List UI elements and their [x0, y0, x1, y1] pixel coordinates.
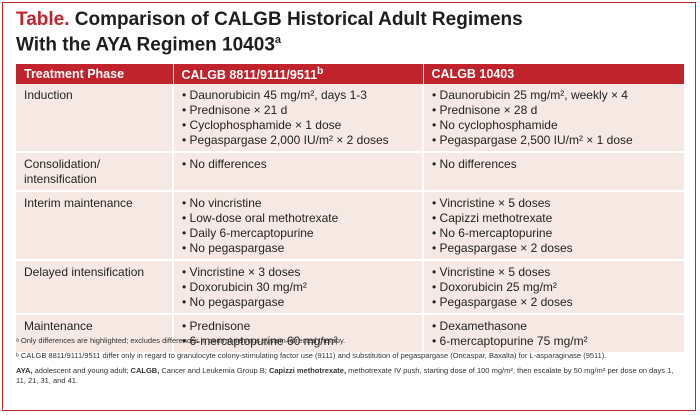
header-calgb-historical-text: CALGB 8811/9111/9511 [181, 68, 318, 83]
bullet-item: Doxorubicin 30 mg/m² [182, 280, 414, 295]
header-row: Treatment Phase CALGB 8811/9111/9511b CA… [16, 64, 684, 84]
abbrev-aya-term: AYA, [16, 366, 33, 375]
bullet-item: No differences [182, 157, 414, 172]
table-body: InductionDaunorubicin 45 mg/m², days 1-3… [16, 84, 684, 354]
bullet-item: Daunorubicin 25 mg/m², weekly × 4 [432, 88, 676, 103]
header-calgb-historical: CALGB 8811/9111/9511b [173, 64, 424, 84]
abbreviations: AYA, adolescent and young adult; CALGB, … [16, 366, 684, 386]
title-text-1: Comparison of CALGB Historical Adult Reg… [74, 9, 523, 30]
bullet-item: 6-mercaptopurine 60 mg/m² [182, 334, 414, 349]
header-superscript: b [317, 65, 324, 77]
bullet-item: No differences [432, 157, 676, 172]
treatment-phase-cell: Interim maintenance [16, 191, 174, 261]
table-row: Delayed intensificationVincristine × 3 d… [16, 260, 684, 315]
bullet-item: Pegaspargase 2,000 IU/m² × 2 doses [182, 133, 414, 148]
bullet-item: Vincristine × 5 doses [432, 265, 676, 280]
bullet-item: No vincristine [182, 196, 414, 211]
bullet-list: No differences [432, 157, 676, 172]
abbrev-calgb-def: Cancer and Leukemia Group B; [159, 366, 269, 375]
calgb-10403-cell: Dexamethasone6-mercaptopurine 75 mg/m² [423, 314, 684, 354]
calgb-historical-cell: Vincristine × 3 dosesDoxorubicin 30 mg/m… [173, 260, 424, 315]
abbrev-capizzi-term: Capizzi methotrexate, [268, 366, 347, 375]
bullet-item: No pegaspargase [182, 295, 414, 310]
bullet-item: Cyclophosphamide × 1 dose [182, 118, 414, 133]
title-line-2: With the AYA Regimen 10403a [16, 30, 523, 55]
bullet-item: Daily 6-mercaptopurine [182, 226, 414, 241]
bullet-list: No vincristineLow-dose oral methotrexate… [182, 196, 414, 256]
treatment-phase-cell: Induction [16, 84, 174, 153]
calgb-10403-cell: Daunorubicin 25 mg/m², weekly × 4Prednis… [423, 84, 684, 153]
bullet-item: 6-mercaptopurine 75 mg/m² [432, 334, 676, 349]
bullet-list: Vincristine × 3 dosesDoxorubicin 30 mg/m… [182, 265, 414, 310]
table-title: Table. Comparison of CALGB Historical Ad… [16, 10, 523, 55]
bullet-item: Prednisone × 21 d [182, 103, 414, 118]
title-superscript: a [274, 34, 282, 46]
bullet-list: Vincristine × 5 dosesCapizzi methotrexat… [432, 196, 676, 256]
bullet-list: Dexamethasone6-mercaptopurine 75 mg/m² [432, 319, 676, 349]
treatment-phase-cell: Delayed intensification [16, 260, 174, 315]
abbrev-aya-def: adolescent and young adult; [32, 366, 131, 375]
bullet-item: Pegaspargase × 2 doses [432, 295, 676, 310]
bullet-list: Vincristine × 5 dosesDoxorubicin 25 mg/m… [432, 265, 676, 310]
bullet-item: No 6-mercaptopurine [432, 226, 676, 241]
title-label: Table. [16, 9, 70, 30]
bullet-item: Capizzi methotrexate [432, 211, 676, 226]
bullet-item: Doxorubicin 25 mg/m² [432, 280, 676, 295]
table-row: Interim maintenanceNo vincristineLow-dos… [16, 191, 684, 261]
calgb-historical-cell: No vincristineLow-dose oral methotrexate… [173, 191, 424, 261]
footnote-b: ᵇ CALGB 8811/9111/9511 differ only in re… [16, 351, 607, 360]
footnote-a: ᵃ Only differences are highlighted; excl… [16, 336, 346, 345]
bullet-item: Pegaspargase × 2 doses [432, 241, 676, 256]
bullet-list: Daunorubicin 45 mg/m², days 1-3Prednison… [182, 88, 414, 148]
bullet-item: Pegaspargase 2,500 IU/m² × 1 dose [432, 133, 676, 148]
calgb-historical-cell: Prednisone6-mercaptopurine 60 mg/m² [173, 314, 424, 354]
calgb-historical-cell: No differences [173, 152, 424, 192]
calgb-historical-cell: Daunorubicin 45 mg/m², days 1-3Prednison… [173, 84, 424, 153]
header-calgb-10403: CALGB 10403 [423, 64, 684, 84]
bullet-item: No pegaspargase [182, 241, 414, 256]
table-row: Maintenance Prednisone6-mercaptopurine 60… [16, 314, 684, 354]
bullet-item: Prednisone [182, 319, 414, 334]
calgb-10403-cell: Vincristine × 5 dosesDoxorubicin 25 mg/m… [423, 260, 684, 315]
treatment-phase-cell: Consolidation/ intensification [16, 152, 174, 192]
table-header: Treatment Phase CALGB 8811/9111/9511b CA… [16, 64, 684, 84]
bullet-item: Prednisone × 28 d [432, 103, 676, 118]
bullet-list: Daunorubicin 25 mg/m², weekly × 4Prednis… [432, 88, 676, 148]
bullet-list: Prednisone6-mercaptopurine 60 mg/m² [182, 319, 414, 349]
title-line-1: Table. Comparison of CALGB Historical Ad… [16, 10, 523, 30]
header-treatment-phase: Treatment Phase [16, 64, 174, 84]
bullet-item: Vincristine × 3 doses [182, 265, 414, 280]
table-row: InductionDaunorubicin 45 mg/m², days 1-3… [16, 84, 684, 153]
bullet-item: Daunorubicin 45 mg/m², days 1-3 [182, 88, 414, 103]
bullet-item: Vincristine × 5 doses [432, 196, 676, 211]
regimen-comparison-table: Treatment Phase CALGB 8811/9111/9511b CA… [16, 64, 684, 354]
table-row: Consolidation/ intensification No differe… [16, 152, 684, 192]
title-text-2: With the AYA Regimen 10403 [16, 34, 275, 56]
figure-frame [2, 2, 696, 411]
abbrev-capizzi-def: methotrexate IV push, starting dose of 1… [16, 366, 674, 385]
bullet-item: Low-dose oral methotrexate [182, 211, 414, 226]
bullet-list: No differences [182, 157, 414, 172]
bullet-item: No cyclophosphamide [432, 118, 676, 133]
calgb-10403-cell: Vincristine × 5 dosesCapizzi methotrexat… [423, 191, 684, 261]
footnotes: ᵃ Only differences are highlighted; excl… [16, 336, 684, 391]
abbrev-calgb-term: CALGB, [130, 366, 160, 375]
bullet-item: Dexamethasone [432, 319, 676, 334]
calgb-10403-cell: No differences [423, 152, 684, 192]
treatment-phase-cell: Maintenance [16, 314, 174, 354]
